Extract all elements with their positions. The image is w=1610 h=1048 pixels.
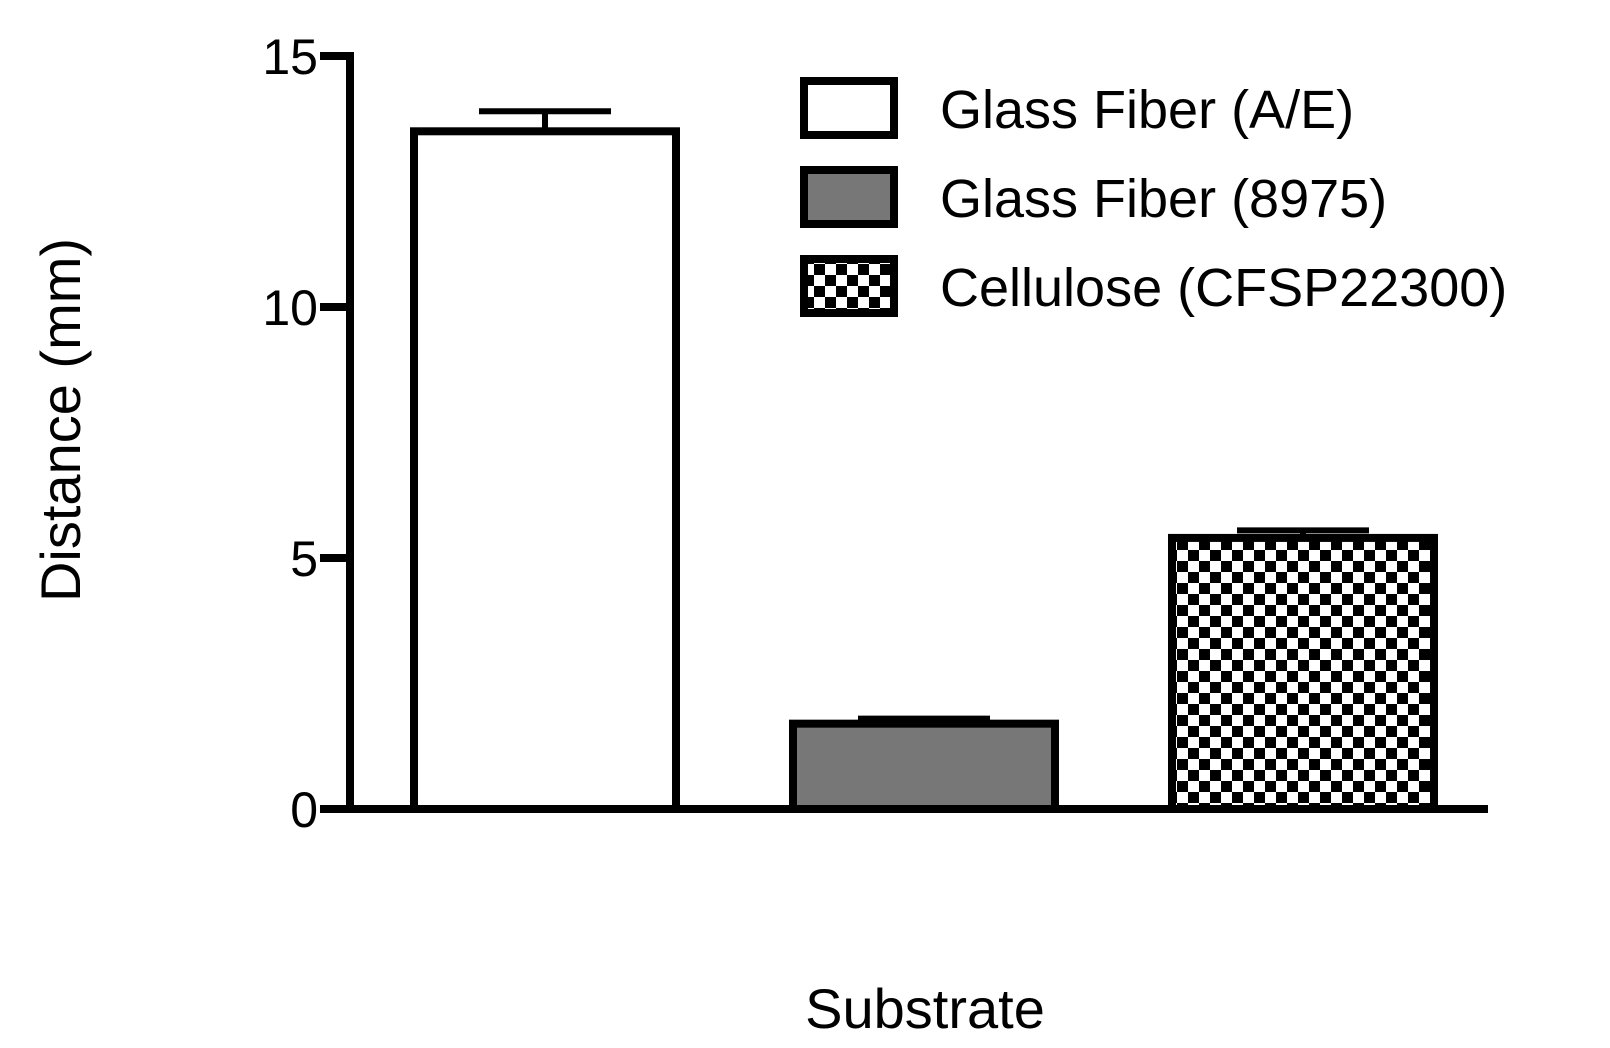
- error-bar-1: [479, 108, 611, 132]
- legend-label: Glass Fiber (8975): [940, 169, 1387, 229]
- error-bars: [479, 108, 1369, 724]
- x-axis-title: Substrate: [805, 977, 1045, 1040]
- legend-swatch: [800, 255, 898, 317]
- y-ticks: 0 5 10 15: [262, 29, 350, 838]
- bar-3: [1168, 533, 1438, 813]
- axes: [346, 52, 1488, 813]
- legend: Glass Fiber (A/E) Glass Fiber (8975) Cellu…: [800, 77, 1507, 318]
- legend-entry-2: Glass Fiber (8975): [800, 166, 1387, 229]
- y-tick-label: 5: [290, 531, 318, 587]
- y-tick-label: 15: [262, 29, 318, 85]
- bar-1: [410, 127, 680, 814]
- legend-entry-1: Glass Fiber (A/E): [800, 77, 1354, 140]
- legend-label: Glass Fiber (A/E): [940, 80, 1354, 140]
- bars: [410, 127, 1438, 814]
- y-tick-label: 0: [290, 782, 318, 838]
- bar-2: [789, 719, 1059, 813]
- legend-swatch: [800, 77, 898, 139]
- y-axis-title: Distance (mm): [29, 238, 92, 602]
- error-bar-3: [1237, 527, 1369, 538]
- error-bar-2: [858, 715, 990, 724]
- y-tick-label: 10: [262, 280, 318, 336]
- legend-swatch: [800, 166, 898, 228]
- legend-label: Cellulose (CFSP22300): [940, 258, 1507, 318]
- legend-entry-3: Cellulose (CFSP22300): [800, 255, 1507, 318]
